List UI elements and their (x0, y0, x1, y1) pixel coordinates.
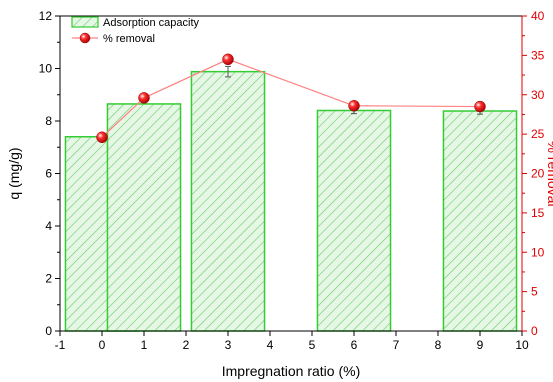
right-y-axis-title: % removal (545, 140, 553, 206)
right-y-tick-label-1: 5 (531, 285, 538, 299)
right-y-tick-label-8: 40 (531, 9, 545, 23)
removal-point-4 (474, 100, 486, 113)
x-tick-label-3: 2 (183, 338, 190, 352)
x-tick-label-2: 1 (141, 338, 148, 352)
left-y-tick-label-6: 12 (39, 9, 53, 23)
x-tick-label-0: -1 (55, 338, 66, 352)
left-y-axis-title: q (mg/g) (6, 147, 22, 199)
bar-1 (106, 103, 182, 332)
right-y-tick-label-0: 0 (531, 324, 538, 338)
x-axis-title: Impregnation ratio (%) (222, 363, 361, 379)
removal-point-2 (222, 53, 234, 66)
x-tick-label-8: 7 (393, 338, 400, 352)
right-y-tick-label-3: 15 (531, 206, 545, 220)
left-y-tick-label-5: 10 (39, 62, 53, 76)
legend-swatch-bar (71, 16, 99, 28)
legend-label-removal: % removal (103, 33, 155, 45)
removal-point-1 (138, 92, 150, 104)
right-y-tick-label-4: 20 (531, 167, 545, 181)
x-tick-label-9: 8 (435, 338, 442, 352)
right-y-tick-label-5: 25 (531, 127, 545, 141)
left-y-tick-label-0: 0 (45, 324, 52, 338)
x-tick-label-7: 6 (351, 338, 358, 352)
left-y-axis-ticks: 0 2 4 6 8 10 12 (39, 9, 60, 338)
removal-point-3 (348, 100, 360, 112)
bar-2 (190, 70, 266, 332)
left-y-tick-label-1: 2 (45, 272, 52, 286)
bar-4 (442, 110, 518, 332)
x-tick-label-5: 4 (267, 338, 274, 352)
removal-point-0 (96, 131, 108, 144)
legend-swatch-point (79, 32, 91, 44)
removal-points-layer (96, 53, 486, 144)
right-y-tick-label-7: 35 (531, 48, 545, 62)
x-tick-label-1: 0 (99, 338, 106, 352)
x-axis-ticks: -1 0 1 2 3 4 5 6 7 8 9 10 (55, 331, 529, 352)
right-y-axis-ticks: 0 5 10 15 20 25 30 35 40 (522, 9, 545, 338)
right-y-tick-label-2: 10 (531, 245, 545, 259)
x-tick-label-11: 10 (515, 338, 529, 352)
legend-label-adsorption: Adsorption capacity (103, 17, 199, 29)
x-tick-label-10: 9 (477, 338, 484, 352)
x-tick-label-6: 5 (309, 338, 316, 352)
left-y-tick-label-2: 4 (45, 219, 52, 233)
left-y-tick-label-3: 6 (45, 167, 52, 181)
left-y-tick-label-4: 8 (45, 114, 52, 128)
bars-layer (64, 70, 518, 332)
error-bars-layer (225, 65, 483, 115)
legend: Adsorption capacity % removal (71, 16, 199, 45)
right-y-tick-label-6: 30 (531, 88, 545, 102)
bar-3 (316, 109, 392, 332)
x-tick-label-4: 3 (225, 338, 232, 352)
